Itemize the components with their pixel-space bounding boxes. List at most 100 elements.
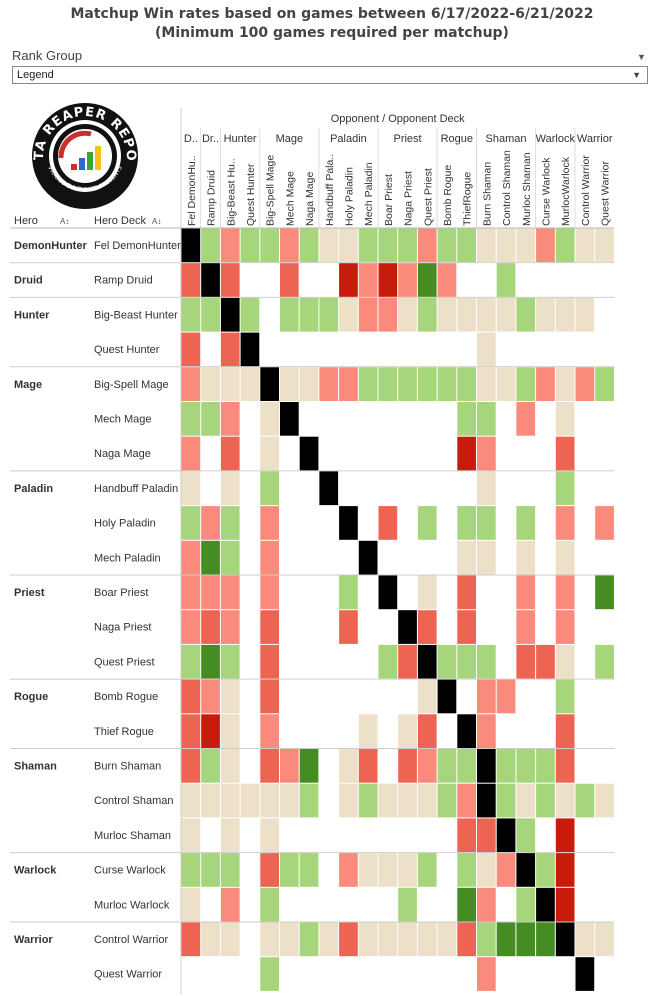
hero-deck-label: Murloc Warlock [94,899,170,911]
matchup-cell [220,228,240,263]
matchup-cell [220,436,240,471]
matchup-cell [220,297,240,332]
matchup-cell [181,714,201,748]
matchup-cell [595,714,614,748]
matchup-cell [260,332,279,367]
matchup-cell [299,610,319,644]
matchup-cell [201,575,220,610]
hero-deck-label: Big-Beast Hunter [94,309,178,321]
matchup-cell [457,887,476,922]
matchup-cell [477,818,496,853]
rank-group-select[interactable]: Legend ▼ [12,66,648,84]
matchup-cell [457,228,476,263]
opponent-deck-label: Control Shaman [501,150,513,226]
hero-class-label: Hunter [14,309,50,321]
hero-class-label: Shaman [14,761,57,773]
matchup-cell [220,714,240,748]
matchup-cell [358,540,378,575]
matchup-cell [477,575,496,610]
matchup-cell [516,679,536,714]
matchup-cell [516,263,536,297]
matchup-cell [339,506,358,540]
matchup-cell [477,471,496,506]
matchup-cell [417,263,437,297]
opponent-class-label: Warrior [577,133,613,145]
matchup-cell [516,922,536,957]
matchup-cell [280,506,299,540]
matchup-cell [575,887,595,922]
matchup-cell [299,853,319,887]
matchup-cell [201,540,220,575]
matchup-cell [496,679,516,714]
matchup-cell [280,575,299,610]
matchup-cell [398,436,417,471]
matchup-cell [319,540,339,575]
matchup-cell [516,783,536,818]
matchup-cell [398,714,417,748]
matchup-cell [260,471,279,506]
matchup-cell [220,575,240,610]
matchup-cell [339,332,358,367]
matchup-cell [358,922,378,957]
matchup-cell [437,297,457,332]
matchup-cell [358,749,378,783]
matchup-cell [299,367,319,401]
matchup-cell [398,263,417,297]
matchup-cell [378,402,398,436]
matchup-cell [378,922,398,957]
matchup-cell [319,263,339,297]
matchup-cell [181,957,201,991]
hero-class-label: Mage [14,379,42,391]
matchup-cell [398,402,417,436]
matchup-cell [536,853,555,887]
matchup-cell [496,402,516,436]
matchup-cell [358,367,378,401]
matchup-cell [260,714,279,748]
matchup-cell [299,679,319,714]
matchup-cell [378,610,398,644]
matchup-cell [477,922,496,957]
matchup-cell [358,263,378,297]
matchup-cell [201,749,220,783]
rank-group-collapse-icon[interactable]: ▼ [637,52,646,62]
matchup-cell [240,228,260,263]
matchup-cell [181,679,201,714]
matchup-cell [477,610,496,644]
matchup-cell [240,575,260,610]
matchup-cell [240,818,260,853]
matchup-cell [477,853,496,887]
matchup-cell [516,332,536,367]
hero-class-label: Paladin [14,483,53,495]
opponent-deck-label: Big-Spell Mage [265,155,277,226]
matchup-cell [575,332,595,367]
hero-deck-label: Handbuff Paladin [94,483,178,495]
matchup-cell [299,957,319,991]
matchup-cell [378,540,398,575]
matchup-cell [417,506,437,540]
matchup-cell [398,540,417,575]
matchup-cell [516,367,536,401]
matchup-cell [595,332,614,367]
matchup-cell [477,887,496,922]
matchup-cell [319,575,339,610]
matchup-cell [240,783,260,818]
matchup-cell [437,922,457,957]
matchup-cell [555,367,575,401]
matchup-cell [299,575,319,610]
matchup-cell [319,436,339,471]
matchup-cell [555,679,575,714]
matchup-cell [457,297,476,332]
hero-deck-label: Holy Paladin [94,518,156,530]
matchup-cell [299,263,319,297]
matchup-cell [516,957,536,991]
matchup-cell [496,506,516,540]
matchup-cell [181,471,201,506]
matchup-cell [477,644,496,679]
opponent-deck-label: ThiefRogue [462,172,474,226]
matchup-cell [319,402,339,436]
matchup-cell [358,887,378,922]
matchup-cell [201,402,220,436]
matchup-cell [595,263,614,297]
matchup-cell [575,540,595,575]
matchup-cell [457,263,476,297]
